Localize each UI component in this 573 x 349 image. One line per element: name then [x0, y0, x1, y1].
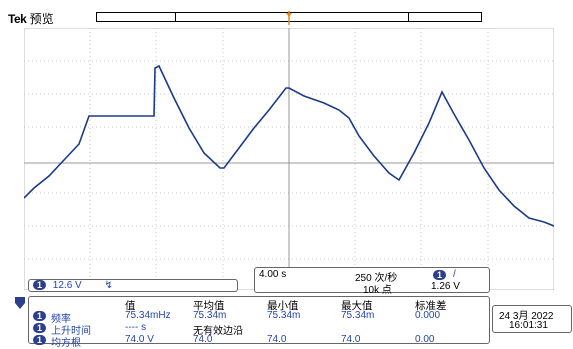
row-note: 无有效边沿	[193, 326, 243, 337]
row-value: ---- s	[125, 322, 147, 333]
volts-per-div: 12.6 V	[52, 280, 82, 291]
datetime-box: 24 3月 2022 16:01:31	[492, 305, 572, 333]
measurement-row-rise-time[interactable]: 1 上升时间 ---- s 无有效边沿	[29, 322, 489, 337]
brand-label: Tek 预览	[8, 10, 54, 27]
trigger-position-icon[interactable]	[286, 11, 292, 25]
row-min: 75.34m	[267, 310, 301, 321]
row-channel-badge: 1	[33, 335, 47, 345]
time-per-div: 4.00 s	[259, 269, 287, 280]
bw-limit-icon: ↯	[104, 280, 113, 291]
header-std: 标准差	[415, 300, 447, 312]
time-label: 16:01:31	[509, 320, 548, 331]
channel-1-ground-marker-icon[interactable]	[15, 297, 25, 309]
mode-label: 预览	[29, 12, 54, 26]
row-name: 上升时间	[51, 326, 91, 337]
channel-1-status[interactable]: 1 12.6 V ↯	[28, 279, 238, 292]
ch1-trace	[24, 64, 554, 227]
trigger-level: 1.26 V	[431, 281, 460, 292]
row-channel-badge: 1	[33, 323, 47, 333]
measurement-row-rms[interactable]: 1 均方根 74.0 V 74.0 74.0 74.0 0.00	[29, 334, 489, 349]
channel-1-badge: 1	[33, 280, 47, 290]
row-name: 均方根	[51, 338, 81, 349]
measurement-row-frequency[interactable]: 1 频率 75.34mHz 75.34m 75.34m 75.34m 0.000	[29, 310, 489, 325]
top-bar: Tek 预览	[0, 0, 573, 28]
date-label: 24 3月 2022	[499, 311, 554, 322]
row-std: 0.00	[415, 334, 435, 345]
waveform-display	[24, 28, 554, 290]
row-channel-badge: 1	[33, 311, 47, 321]
row-max: 74.0	[341, 334, 361, 345]
horizontal-trigger-panel[interactable]: 4.00 s 250 次/秒 10k 点 1 / 1.26 V	[254, 267, 490, 296]
trigger-slope-icon: /	[453, 269, 456, 280]
header-max: 最大值	[341, 300, 373, 312]
row-value: 75.34mHz	[125, 310, 171, 321]
row-max: 75.34m	[341, 310, 375, 321]
tek-logo: Tek	[8, 12, 27, 26]
header-mean: 平均值	[193, 300, 225, 312]
record-length: 10k 点	[363, 285, 392, 296]
row-mean: 74.0	[193, 334, 213, 345]
header-value: 值	[125, 300, 136, 312]
row-min: 74.0	[267, 334, 287, 345]
measurements-panel[interactable]: 值 平均值 最小值 最大值 标准差 1 频率 75.34mHz 75.34m 7…	[28, 296, 490, 349]
trigger-channel-badge: 1	[433, 270, 447, 280]
row-value: 74.0 V	[125, 334, 154, 345]
graticule	[24, 28, 554, 290]
row-name: 频率	[51, 314, 71, 325]
row-std: 0.000	[415, 310, 441, 321]
sample-rate: 250 次/秒	[355, 273, 398, 284]
header-min: 最小值	[267, 300, 299, 312]
row-mean: 75.34m	[193, 310, 227, 321]
record-window[interactable]	[175, 13, 409, 21]
